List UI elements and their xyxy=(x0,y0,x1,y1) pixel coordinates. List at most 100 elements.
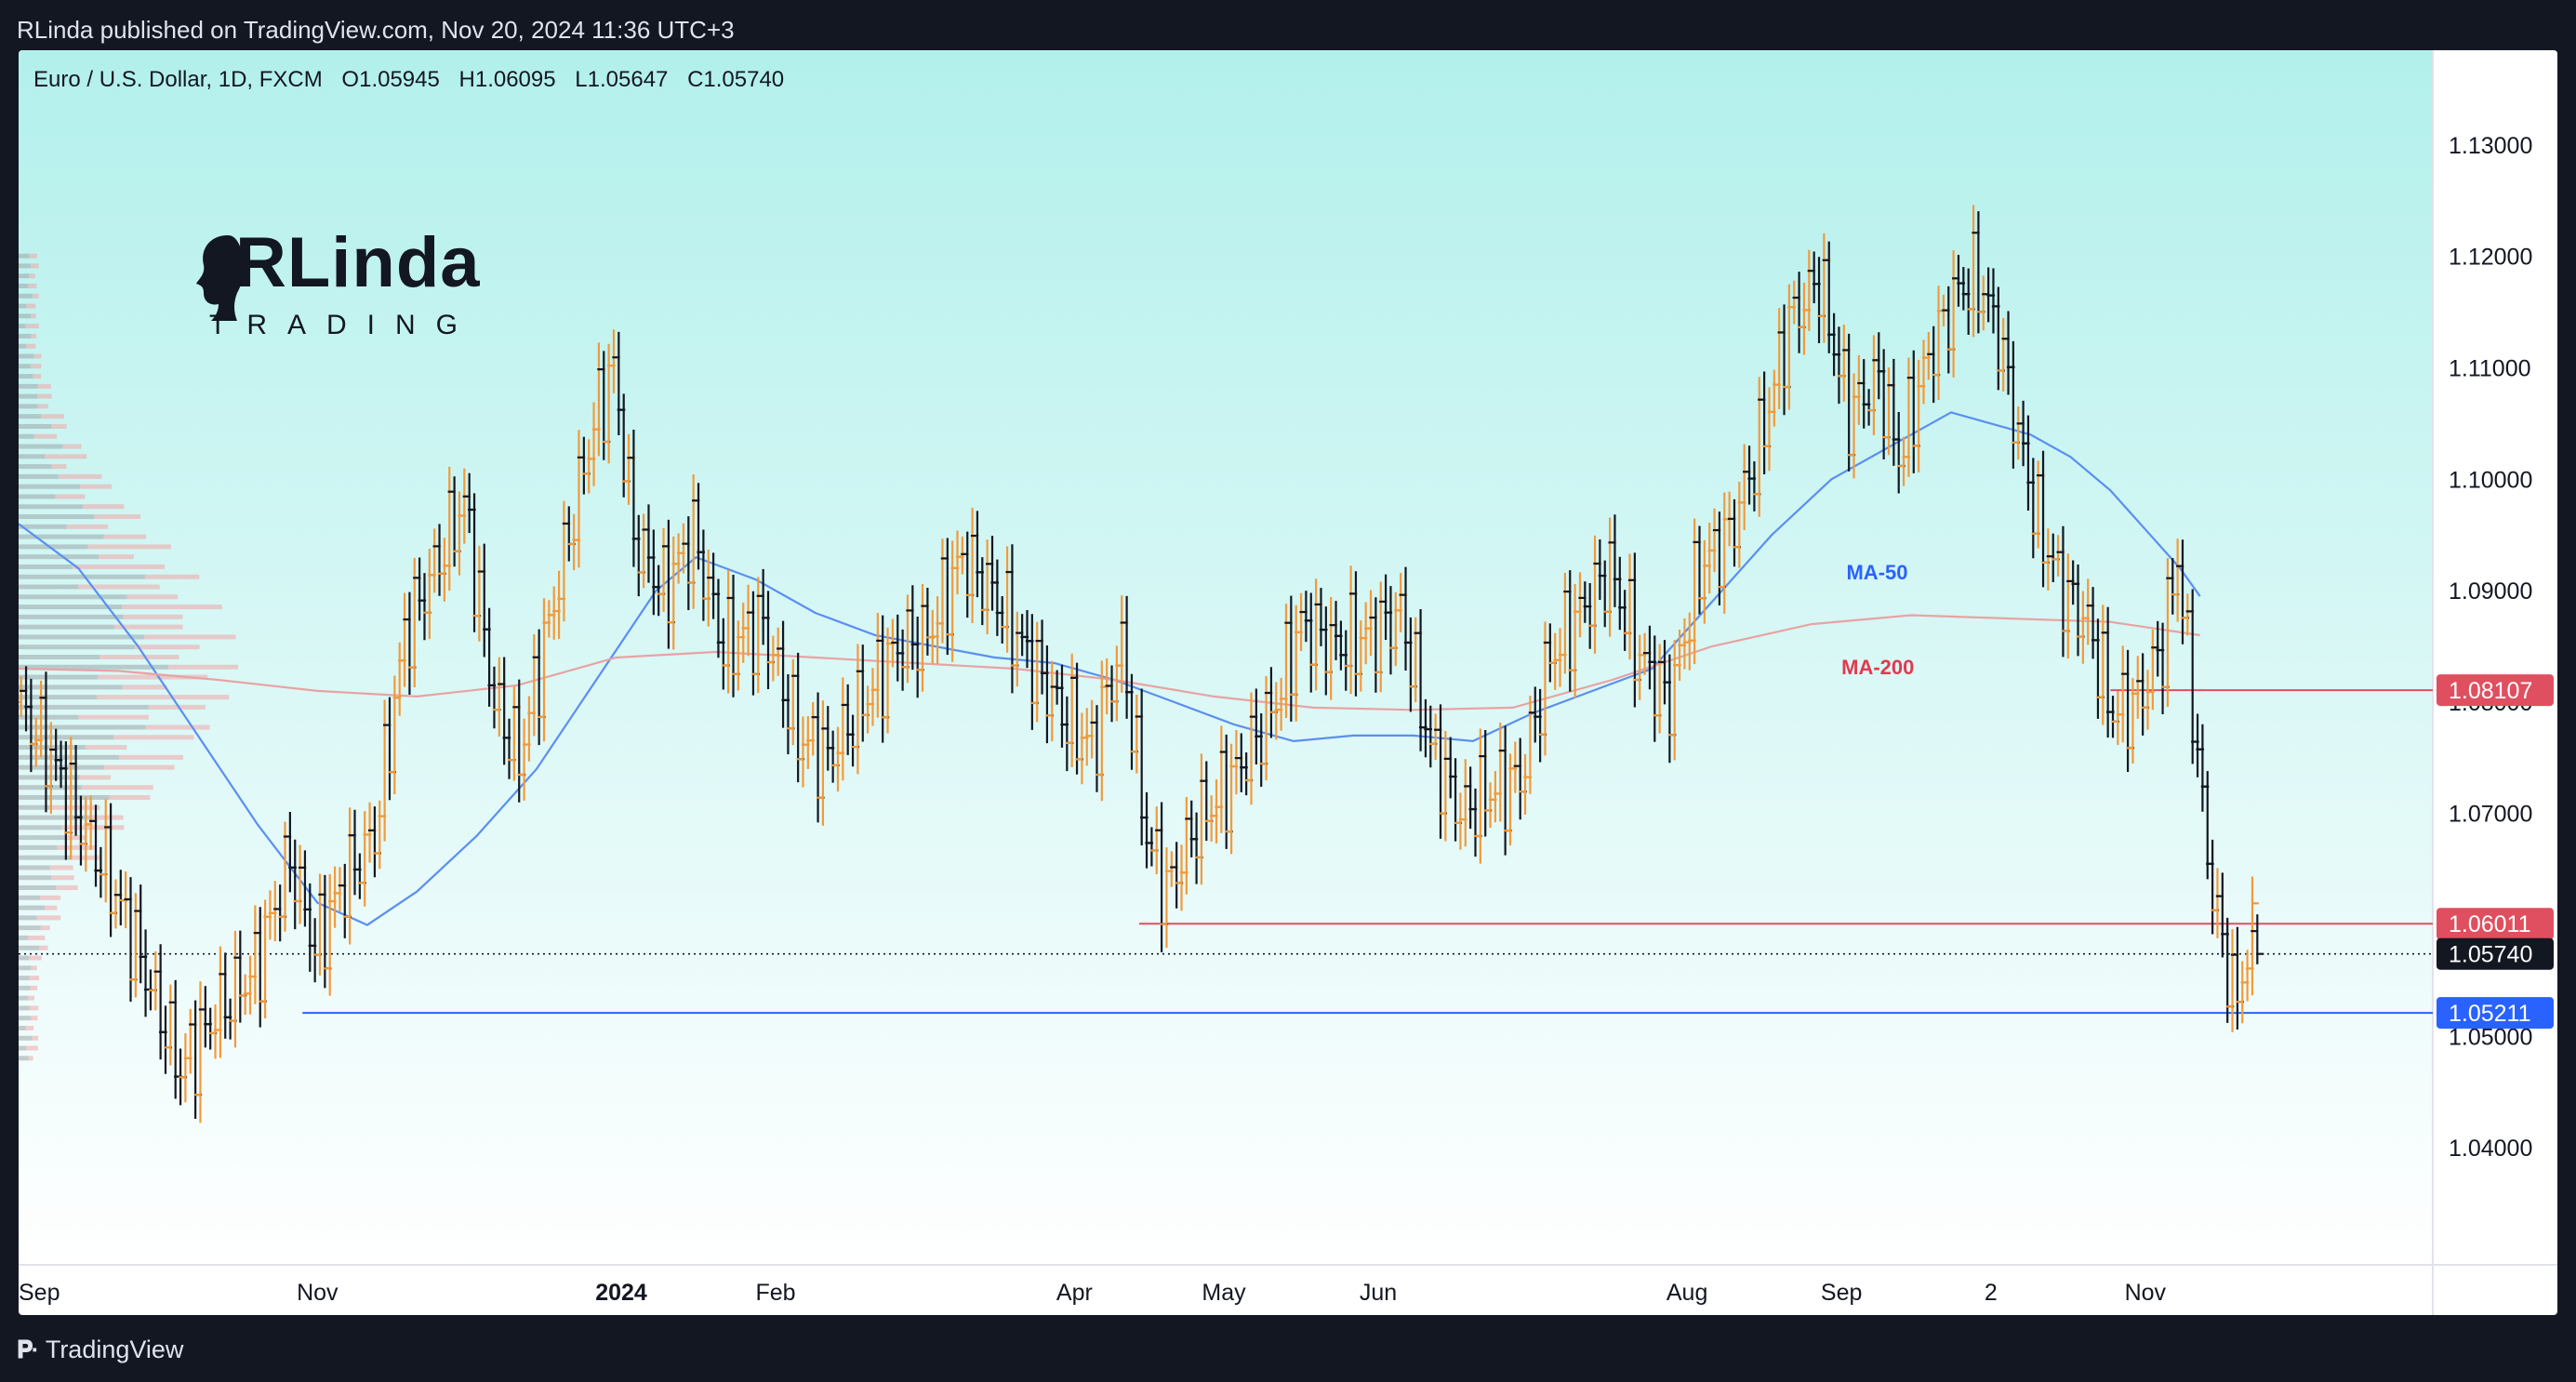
volume-profile-row-sell xyxy=(82,504,125,510)
volume-profile-row-sell xyxy=(30,263,39,269)
x-tick-label: Aug xyxy=(1666,1280,1707,1306)
volume-profile-row xyxy=(19,1016,32,1021)
volume-profile-row-sell xyxy=(97,695,230,700)
ma-200-label: MA-200 xyxy=(1841,656,1914,679)
volume-profile-row-sell xyxy=(80,484,113,489)
volume-profile-row-sell xyxy=(144,574,200,579)
tradingview-logo-icon: 𝐏∙ xyxy=(17,1335,38,1363)
volume-profile-row-sell xyxy=(51,875,74,881)
volume-profile-row-sell xyxy=(109,794,151,800)
volume-profile-row xyxy=(19,473,59,479)
ma-200-line xyxy=(19,614,2200,711)
volume-profile-row xyxy=(19,554,100,560)
volume-profile-row xyxy=(19,524,67,529)
volume-profile-row-sell xyxy=(113,624,183,630)
volume-profile-row xyxy=(19,614,124,619)
ma-50-label: MA-50 xyxy=(1846,561,1907,584)
volume-profile-row-sell xyxy=(45,454,87,459)
volume-profile-row xyxy=(19,333,32,339)
volume-profile-row-sell xyxy=(51,464,67,470)
volume-profile-row-sell xyxy=(126,594,179,600)
volume-profile-row-sell xyxy=(81,785,153,791)
volume-profile-row-sell xyxy=(32,1035,39,1041)
volume-profile-row-sell xyxy=(33,353,42,359)
symbol-name[interactable]: Euro / U.S. Dollar, 1D, FXCM xyxy=(33,67,323,92)
volume-profile-row-sell xyxy=(37,393,52,399)
volume-profile-row xyxy=(19,875,52,881)
volume-profile-row xyxy=(19,534,104,539)
volume-profile-row xyxy=(19,835,66,841)
volume-profile-row-sell xyxy=(62,444,82,449)
volume-profile-row xyxy=(19,644,135,650)
plot-background xyxy=(19,50,2433,1265)
current-price-1.05740-tag xyxy=(2437,937,2554,970)
volume-profile-row xyxy=(19,594,127,600)
volume-profile-row-sell xyxy=(145,724,210,730)
volume-profile-row xyxy=(19,1005,31,1011)
ohlc-open: O1.05945 xyxy=(341,67,440,92)
volume-profile-row-sell xyxy=(37,383,51,389)
volume-profile-row-sell xyxy=(26,343,36,349)
volume-profile-row xyxy=(19,624,114,630)
resistance-1.08107-tag-label: 1.08107 xyxy=(2449,678,2532,704)
volume-profile-row-sell xyxy=(26,303,36,309)
volume-profile-row xyxy=(19,414,42,419)
volume-profile-row-sell xyxy=(98,674,208,680)
volume-profile-row xyxy=(19,865,50,870)
volume-profile-row-sell xyxy=(36,915,61,921)
volume-profile-row xyxy=(19,353,34,359)
volume-profile-row xyxy=(19,544,88,550)
y-tick-label: 1.04000 xyxy=(2449,1136,2532,1162)
volume-profile-row xyxy=(19,775,80,780)
volume-profile-row-sell xyxy=(134,644,200,650)
footer-brand[interactable]: TradingView xyxy=(45,1335,184,1363)
volume-profile-row xyxy=(19,915,37,921)
volume-profile-row xyxy=(19,804,50,810)
x-tick-label: Nov xyxy=(2125,1280,2167,1306)
volume-profile-row-sell xyxy=(31,313,36,319)
current-price-1.05740-tag-label: 1.05740 xyxy=(2449,942,2532,968)
volume-profile-row xyxy=(19,735,114,740)
ohlc-low: L1.05647 xyxy=(575,67,669,92)
time-axis[interactable]: Sep Nov 2024 Feb Apr May Jun Aug Sep 2 Nov xyxy=(19,1280,2167,1306)
volume-profile-row xyxy=(19,364,31,369)
volume-profile-row-sell xyxy=(55,494,86,499)
volume-profile-row-sell xyxy=(29,273,35,279)
volume-profile-row xyxy=(19,664,168,670)
footer[interactable]: 𝐏∙ TradingView xyxy=(17,1330,183,1369)
volume-profile-row xyxy=(19,704,149,710)
volume-profile-row xyxy=(19,393,38,399)
volume-profile-row xyxy=(19,855,72,860)
y-tick-label: 1.12000 xyxy=(2449,245,2532,271)
volume-profile-row xyxy=(19,514,95,520)
volume-profile-row-sell xyxy=(72,564,166,569)
volume-profile-row xyxy=(19,564,73,569)
volume-profile-row xyxy=(19,955,30,961)
volume-profile-row-sell xyxy=(104,764,175,770)
volume-profile-row-sell xyxy=(31,1016,38,1021)
volume-profile-row xyxy=(19,484,81,489)
volume-profile-row-sell xyxy=(85,745,127,751)
volume-profile-row-sell xyxy=(33,374,42,379)
volume-profile-row xyxy=(19,504,83,510)
symbol-legend[interactable]: Euro / U.S. Dollar, 1D, FXCM O1.05945 H1… xyxy=(33,67,797,93)
volume-profile-row-sell xyxy=(29,976,40,981)
volume-profile-row-sell xyxy=(25,1025,34,1030)
volume-profile-row xyxy=(19,655,100,659)
volume-profile-row xyxy=(19,605,123,610)
volume-profile-row-sell xyxy=(33,433,58,439)
volume-profile-row-sell xyxy=(49,865,73,870)
resistance-1.08107-tag xyxy=(2437,674,2554,707)
volume-profile-row-sell xyxy=(78,584,160,590)
volume-profile-row-sell xyxy=(122,684,167,690)
volume-profile-row xyxy=(19,714,79,720)
volume-profile-row xyxy=(19,995,29,1001)
x-tick-label: 2 xyxy=(1985,1280,1998,1306)
volume-profile-row-sell xyxy=(94,514,141,520)
volume-profile-row xyxy=(19,724,146,730)
volume-profile-row-sell xyxy=(87,544,171,550)
y-tick-label: 1.11000 xyxy=(2449,355,2531,381)
volume-profile-row xyxy=(19,925,41,931)
